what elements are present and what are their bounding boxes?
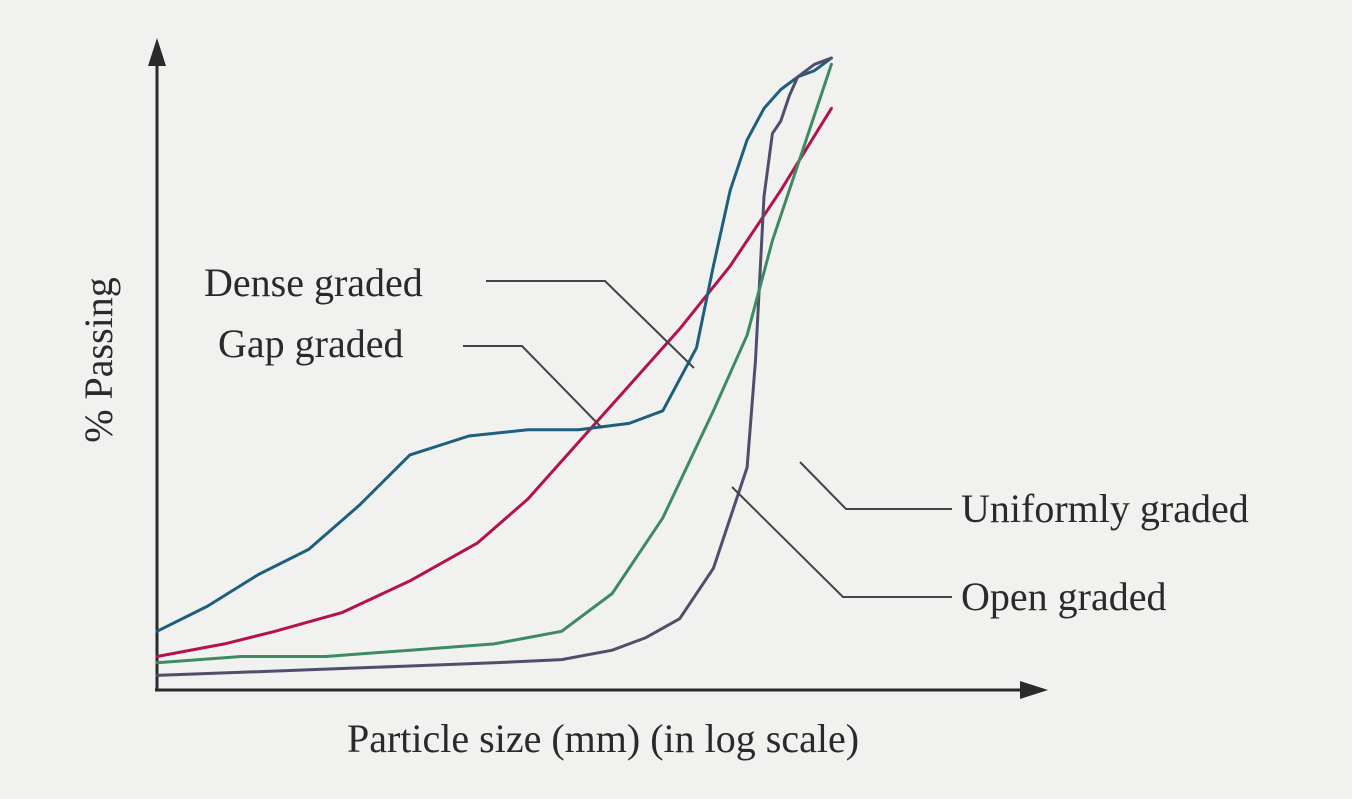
x-axis-label: Particle size (mm) (in log scale) xyxy=(347,716,859,761)
series-line-gap-graded xyxy=(155,56,833,633)
leader-line-gap-graded xyxy=(463,345,603,429)
leader-line-uniformly-graded xyxy=(799,461,952,510)
leader-line-open-graded xyxy=(731,486,952,598)
series-line-dense-graded xyxy=(155,106,833,658)
leader-line-dense-graded xyxy=(486,280,695,369)
x-axis-arrowhead xyxy=(1020,681,1048,699)
annotation-label-open-graded: Open graded xyxy=(961,574,1166,619)
annotation-label-gap-graded: Gap graded xyxy=(218,321,403,366)
y-axis-label: % Passing xyxy=(76,277,121,443)
annotation-layer: Dense graded Gap graded Uniformly graded Op… xyxy=(204,260,1249,619)
annotation-label-uniformly-graded: Uniformly graded xyxy=(961,486,1249,531)
y-axis-arrowhead xyxy=(148,38,166,66)
series-layer xyxy=(155,56,833,677)
annotation-label-dense-graded: Dense graded xyxy=(204,260,423,305)
series-line-open-graded xyxy=(155,62,833,665)
axes xyxy=(148,38,1048,699)
series-line-uniformly-graded xyxy=(155,56,833,677)
